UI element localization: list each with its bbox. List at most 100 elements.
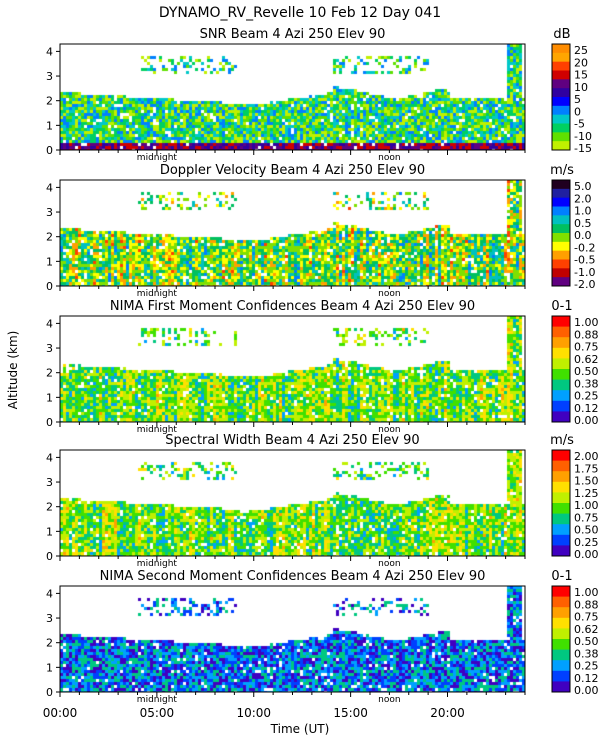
panel-title: Doppler Velocity Beam 4 Azi 250 Elev 90 — [160, 163, 425, 178]
colorbar-label: 1.0 — [574, 205, 592, 218]
noon-marker: noon — [378, 559, 400, 569]
colorbar-swatch — [552, 79, 570, 89]
colorbar-frame — [551, 179, 571, 287]
colorbar-label: 0.00 — [574, 548, 599, 561]
y-tick-label: 0 — [46, 144, 53, 157]
y-tick-label: 4 — [46, 587, 53, 600]
midnight-marker: midnight — [137, 425, 178, 435]
colorbar-swatch — [552, 347, 570, 359]
y-tick-label: 2 — [46, 95, 53, 108]
panel-5: NIMA Second Moment Confidences Beam 4 Az… — [46, 569, 599, 705]
y-tick-label: 1 — [46, 255, 53, 268]
colorbar-label: 1.50 — [574, 475, 599, 488]
colorbar-label: 5 — [574, 93, 581, 106]
colorbar-swatch — [552, 241, 570, 252]
y-axis-label: Altitude (km) — [6, 331, 20, 410]
colorbar-swatch — [552, 141, 570, 151]
colorbar-swatch — [552, 481, 570, 493]
colorbar-label: 0.88 — [574, 328, 599, 341]
y-tick-label: 3 — [46, 342, 53, 355]
colorbar-label: 15 — [574, 69, 588, 82]
noon-marker: noon — [378, 153, 400, 163]
colorbar-swatch — [552, 460, 570, 472]
heatmap-image — [60, 450, 525, 556]
colorbar-label: 0.00 — [574, 414, 599, 427]
heatmap-image — [60, 180, 525, 286]
colorbar-swatch — [552, 639, 570, 651]
colorbar: 1.000.880.750.620.500.380.250.120.00 — [551, 315, 599, 427]
colorbar-label: 0.25 — [574, 660, 599, 673]
colorbar-swatch — [552, 52, 570, 63]
colorbar-label: 1.00 — [574, 316, 599, 329]
y-tick-label: 2 — [46, 231, 53, 244]
y-tick-label: 0 — [46, 416, 53, 429]
colorbar-label: 1.00 — [574, 586, 599, 599]
colorbar-label: 0.25 — [574, 390, 599, 403]
colorbar-swatch — [552, 628, 570, 640]
colorbar-swatch — [552, 250, 570, 260]
colorbar-label: 1.75 — [574, 462, 599, 475]
midnight-marker: midnight — [137, 695, 178, 705]
colorbar-frame — [551, 449, 571, 557]
panel-title: SNR Beam 4 Azi 250 Elev 90 — [200, 27, 386, 42]
y-tick-label: 0 — [46, 550, 53, 563]
y-tick-label: 1 — [46, 119, 53, 132]
colorbar-swatch — [552, 233, 570, 243]
y-tick-label: 1 — [46, 525, 53, 538]
y-tick-label: 3 — [46, 206, 53, 219]
colorbar-label: 0.88 — [574, 598, 599, 611]
colorbar-label: 1.25 — [574, 487, 599, 500]
colorbar-swatch — [552, 88, 570, 98]
colorbar-label: 0 — [574, 105, 581, 118]
noon-marker: noon — [378, 695, 400, 705]
panel-3: NIMA First Moment Confidences Beam 4 Azi… — [46, 299, 599, 435]
colorbar-unit: m/s — [550, 163, 574, 178]
panel-title: Spectral Width Beam 4 Azi 250 Elev 90 — [165, 433, 419, 448]
midnight-marker: midnight — [137, 289, 178, 299]
colorbar-label: 0.50 — [574, 635, 599, 648]
colorbar-swatch — [552, 379, 570, 391]
colorbar-swatch — [552, 268, 570, 278]
colorbar-swatch — [552, 390, 570, 402]
y-tick-label: 3 — [46, 476, 53, 489]
colorbar-swatch — [552, 369, 570, 381]
colorbar-swatch — [552, 61, 570, 71]
x-tick-label: 15:00 — [333, 706, 368, 720]
colorbar-frame — [551, 43, 571, 151]
colorbar-label: -0.5 — [574, 254, 595, 267]
colorbar-swatch — [552, 337, 570, 349]
colorbar-label: 0.12 — [574, 672, 599, 685]
colorbar-label: 0.50 — [574, 365, 599, 378]
colorbar-label: -2.0 — [574, 278, 595, 291]
y-tick-label: 4 — [46, 451, 53, 464]
noon-marker: noon — [378, 289, 400, 299]
colorbar-unit: 0-1 — [551, 299, 572, 314]
panel-title: NIMA Second Moment Confidences Beam 4 Az… — [100, 569, 486, 584]
colorbar-swatch — [552, 215, 570, 225]
colorbar-frame — [551, 585, 571, 693]
y-tick-label: 0 — [46, 686, 53, 699]
colorbar-unit: m/s — [550, 433, 574, 448]
colorbar-label: 0.62 — [574, 353, 599, 366]
colorbar: 2.001.751.501.251.000.750.500.250.00 — [551, 449, 599, 561]
y-tick-label: 4 — [46, 317, 53, 330]
figure-title: DYNAMO_RV_Revelle 10 Feb 12 Day 041 — [159, 5, 441, 21]
colorbar-swatch — [552, 617, 570, 629]
colorbar-swatch — [552, 206, 570, 216]
colorbar-swatch — [552, 123, 570, 133]
colorbar-swatch — [552, 670, 570, 682]
colorbar-label: 0.38 — [574, 377, 599, 390]
heatmap-image — [60, 316, 525, 422]
panel-4: Spectral Width Beam 4 Azi 250 Elev 90 m/s… — [46, 433, 599, 569]
colorbar-frame — [551, 315, 571, 423]
y-tick-label: 3 — [46, 70, 53, 83]
colorbar-label: 0.75 — [574, 341, 599, 354]
y-tick-label: 4 — [46, 45, 53, 58]
colorbar-label: -0.2 — [574, 241, 595, 254]
colorbar-swatch — [552, 513, 570, 525]
colorbar-swatch — [552, 607, 570, 619]
colorbar-swatch — [552, 503, 570, 515]
heatmap-image — [60, 44, 525, 150]
y-tick-label: 2 — [46, 501, 53, 514]
